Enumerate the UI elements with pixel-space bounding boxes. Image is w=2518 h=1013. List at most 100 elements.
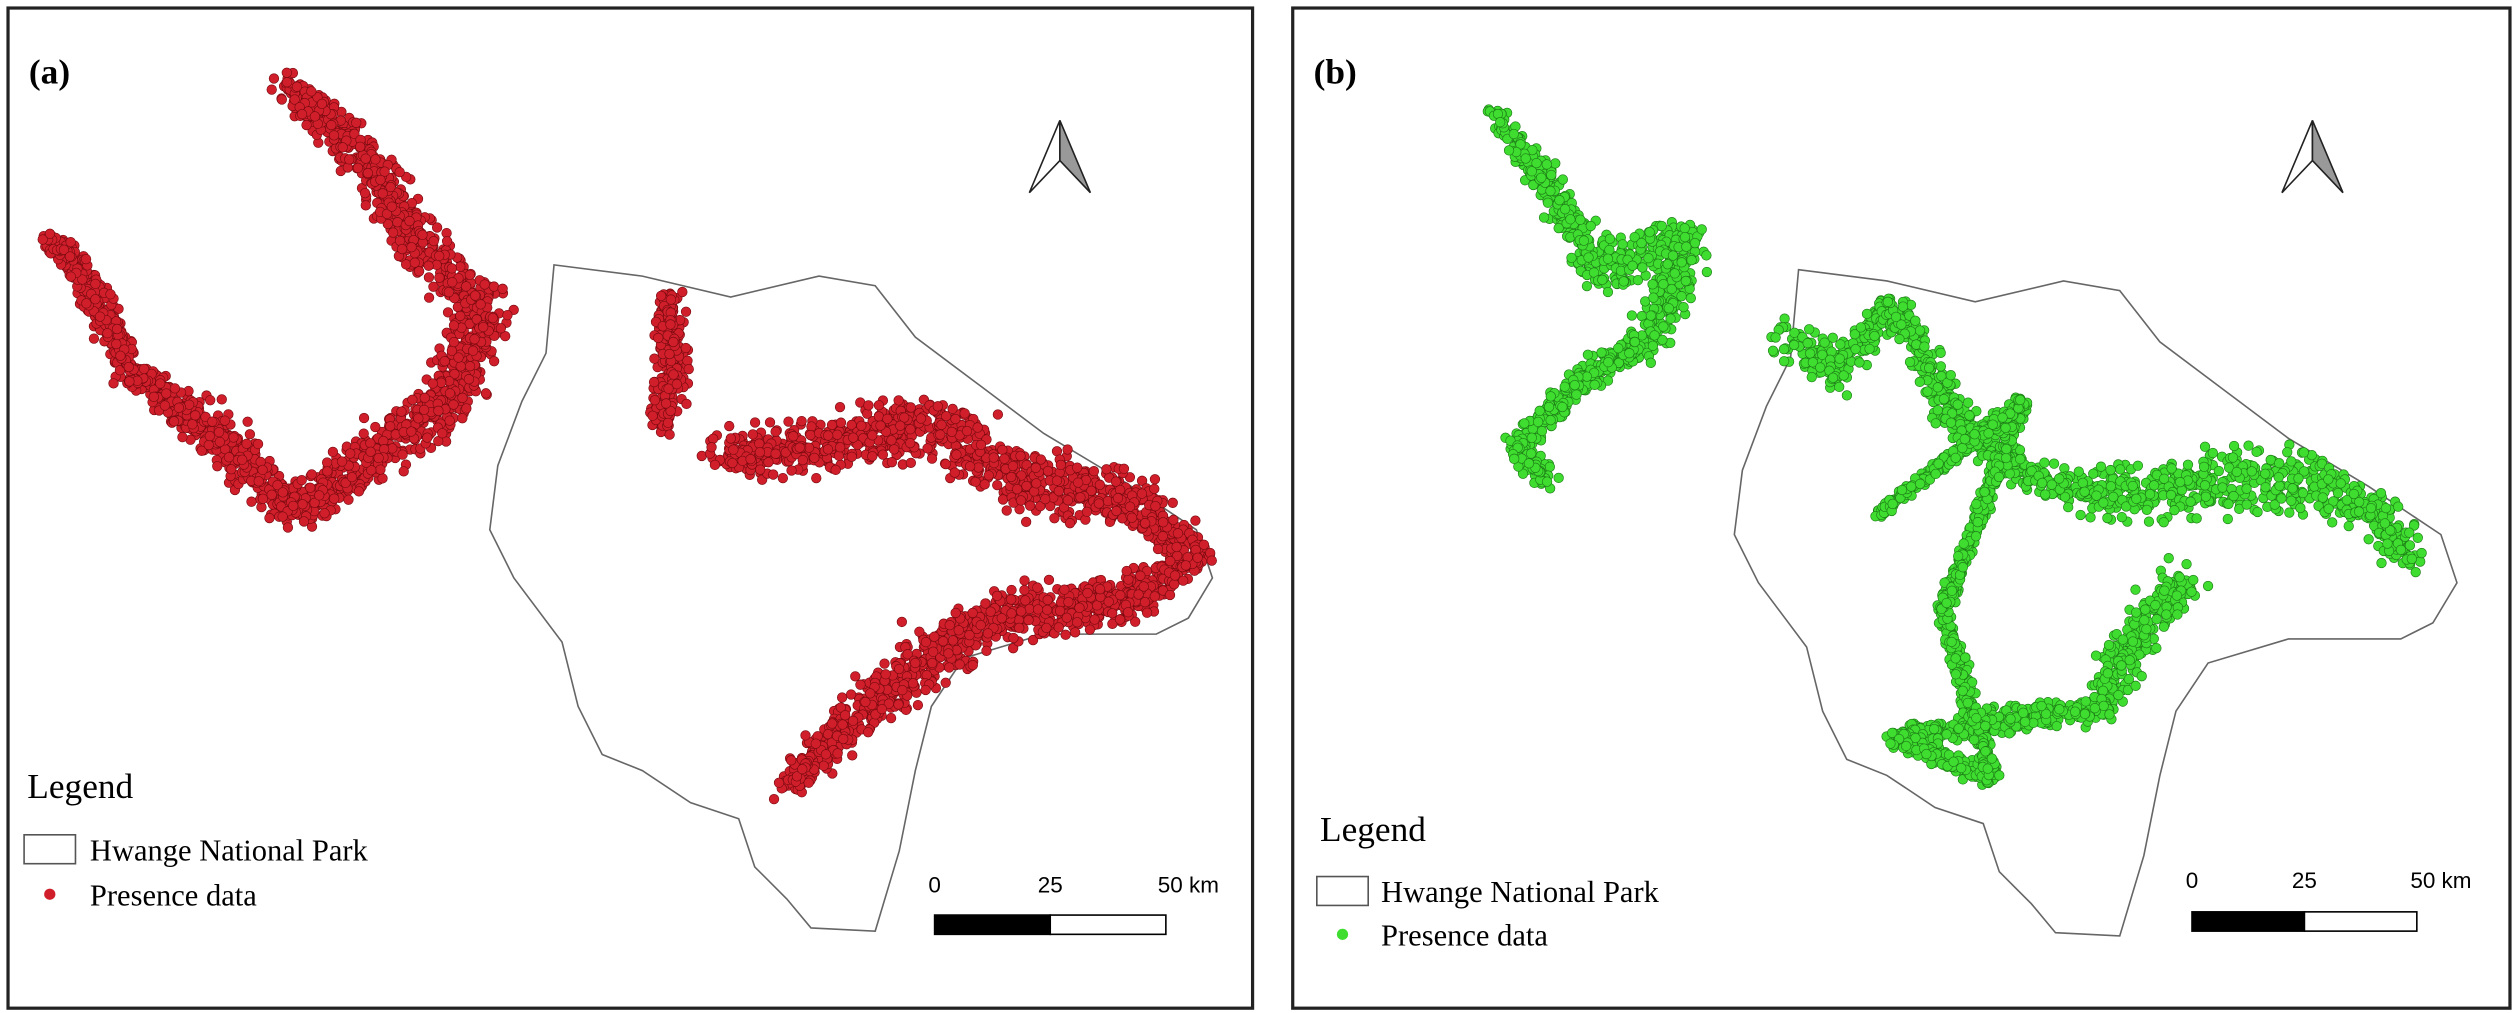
presence-point [754, 447, 766, 458]
presence-point [309, 111, 321, 122]
presence-point [889, 444, 900, 455]
presence-point [800, 730, 811, 741]
presence-point [706, 442, 717, 453]
panel: (b) Legend Hwange National Park Presence… [1291, 6, 2512, 1010]
presence-point [343, 494, 354, 505]
presence-point [867, 451, 878, 462]
presence-point [907, 678, 919, 689]
presence-point [400, 259, 412, 270]
presence-point [1541, 159, 1552, 170]
presence-point [448, 336, 460, 348]
presence-point [893, 395, 904, 406]
presence-point [677, 286, 688, 298]
presence-point [1136, 488, 1148, 499]
presence-point [797, 764, 808, 775]
presence-point [972, 422, 983, 433]
presence-point [655, 290, 667, 302]
presence-point [214, 436, 225, 448]
presence-point [1084, 624, 1096, 635]
presence-point [1665, 313, 1676, 324]
presence-point [500, 331, 511, 342]
presence-point [1060, 629, 1071, 640]
presence-point [1701, 250, 1712, 261]
presence-point [448, 320, 460, 331]
presence-point [268, 73, 280, 84]
presence-point [1689, 237, 1701, 249]
presence-point [1007, 460, 1019, 472]
presence-point [314, 490, 325, 501]
presence-point [856, 420, 867, 431]
presence-point [929, 631, 940, 642]
presence-point [1495, 117, 1506, 128]
presence-point [1545, 185, 1556, 197]
presence-point [396, 243, 408, 255]
presence-point [409, 257, 420, 268]
presence-point [423, 260, 434, 271]
presence-point [1618, 276, 1629, 287]
presence-point [1051, 475, 1063, 486]
presence-point [1167, 497, 1178, 508]
presence-point [1566, 252, 1577, 263]
presence-point [834, 401, 846, 413]
presence-point [394, 166, 405, 178]
presence-point [905, 402, 916, 413]
presence-point [375, 174, 386, 186]
presence-point [951, 449, 962, 460]
presence-point [1629, 336, 1640, 348]
panel: (a) Legend Hwange National Park Presence… [6, 6, 1255, 1010]
presence-point [1669, 268, 1680, 279]
presence-point [1168, 514, 1179, 525]
presence-point [928, 646, 939, 657]
presence-point [837, 719, 848, 730]
presence-point [1585, 220, 1596, 232]
presence-point [873, 411, 885, 422]
presence-point [1069, 627, 1081, 638]
presence-point [975, 439, 987, 450]
presence-point [478, 321, 489, 333]
presence-point [375, 464, 386, 475]
presence-point [362, 167, 374, 179]
presence-point [1122, 607, 1134, 618]
legend-item: Hwange National Park [90, 833, 369, 867]
presence-point [823, 430, 834, 441]
presence-point [988, 452, 999, 463]
presence-point [975, 620, 986, 631]
presence-point [999, 453, 1010, 464]
presence-point [877, 449, 889, 460]
presence-point [764, 417, 776, 428]
presence-point [1171, 541, 1182, 553]
presence-point [288, 500, 299, 511]
presence-point [944, 662, 955, 673]
presence-point [920, 637, 932, 648]
presence-point [1681, 241, 1692, 252]
presence-point [207, 416, 218, 427]
presence-point [822, 444, 834, 455]
presence-point [796, 415, 807, 427]
presence-point [1019, 575, 1030, 586]
presence-point [111, 338, 122, 350]
presence-point [1583, 252, 1594, 263]
presence-point [728, 444, 739, 455]
presence-point [226, 464, 237, 475]
presence-point [660, 398, 672, 409]
presence-point [322, 466, 333, 477]
presence-point [168, 416, 180, 427]
scale-bar [933, 914, 1052, 936]
presence-point [1072, 462, 1083, 473]
presence-point [1006, 584, 1017, 596]
presence-point [649, 353, 660, 364]
presence-point [873, 400, 885, 411]
presence-point [1658, 279, 1669, 290]
presence-point [204, 430, 216, 442]
presence-point [169, 383, 181, 394]
presence-point [124, 376, 135, 387]
presence-point [665, 319, 676, 330]
presence-point [840, 710, 851, 721]
presence-point [770, 448, 781, 459]
presence-point [982, 628, 994, 639]
presence-point [326, 119, 337, 131]
presence-point [212, 461, 223, 472]
presence-point [282, 522, 294, 533]
presence-point [213, 427, 225, 438]
presence-point [1565, 214, 1576, 225]
